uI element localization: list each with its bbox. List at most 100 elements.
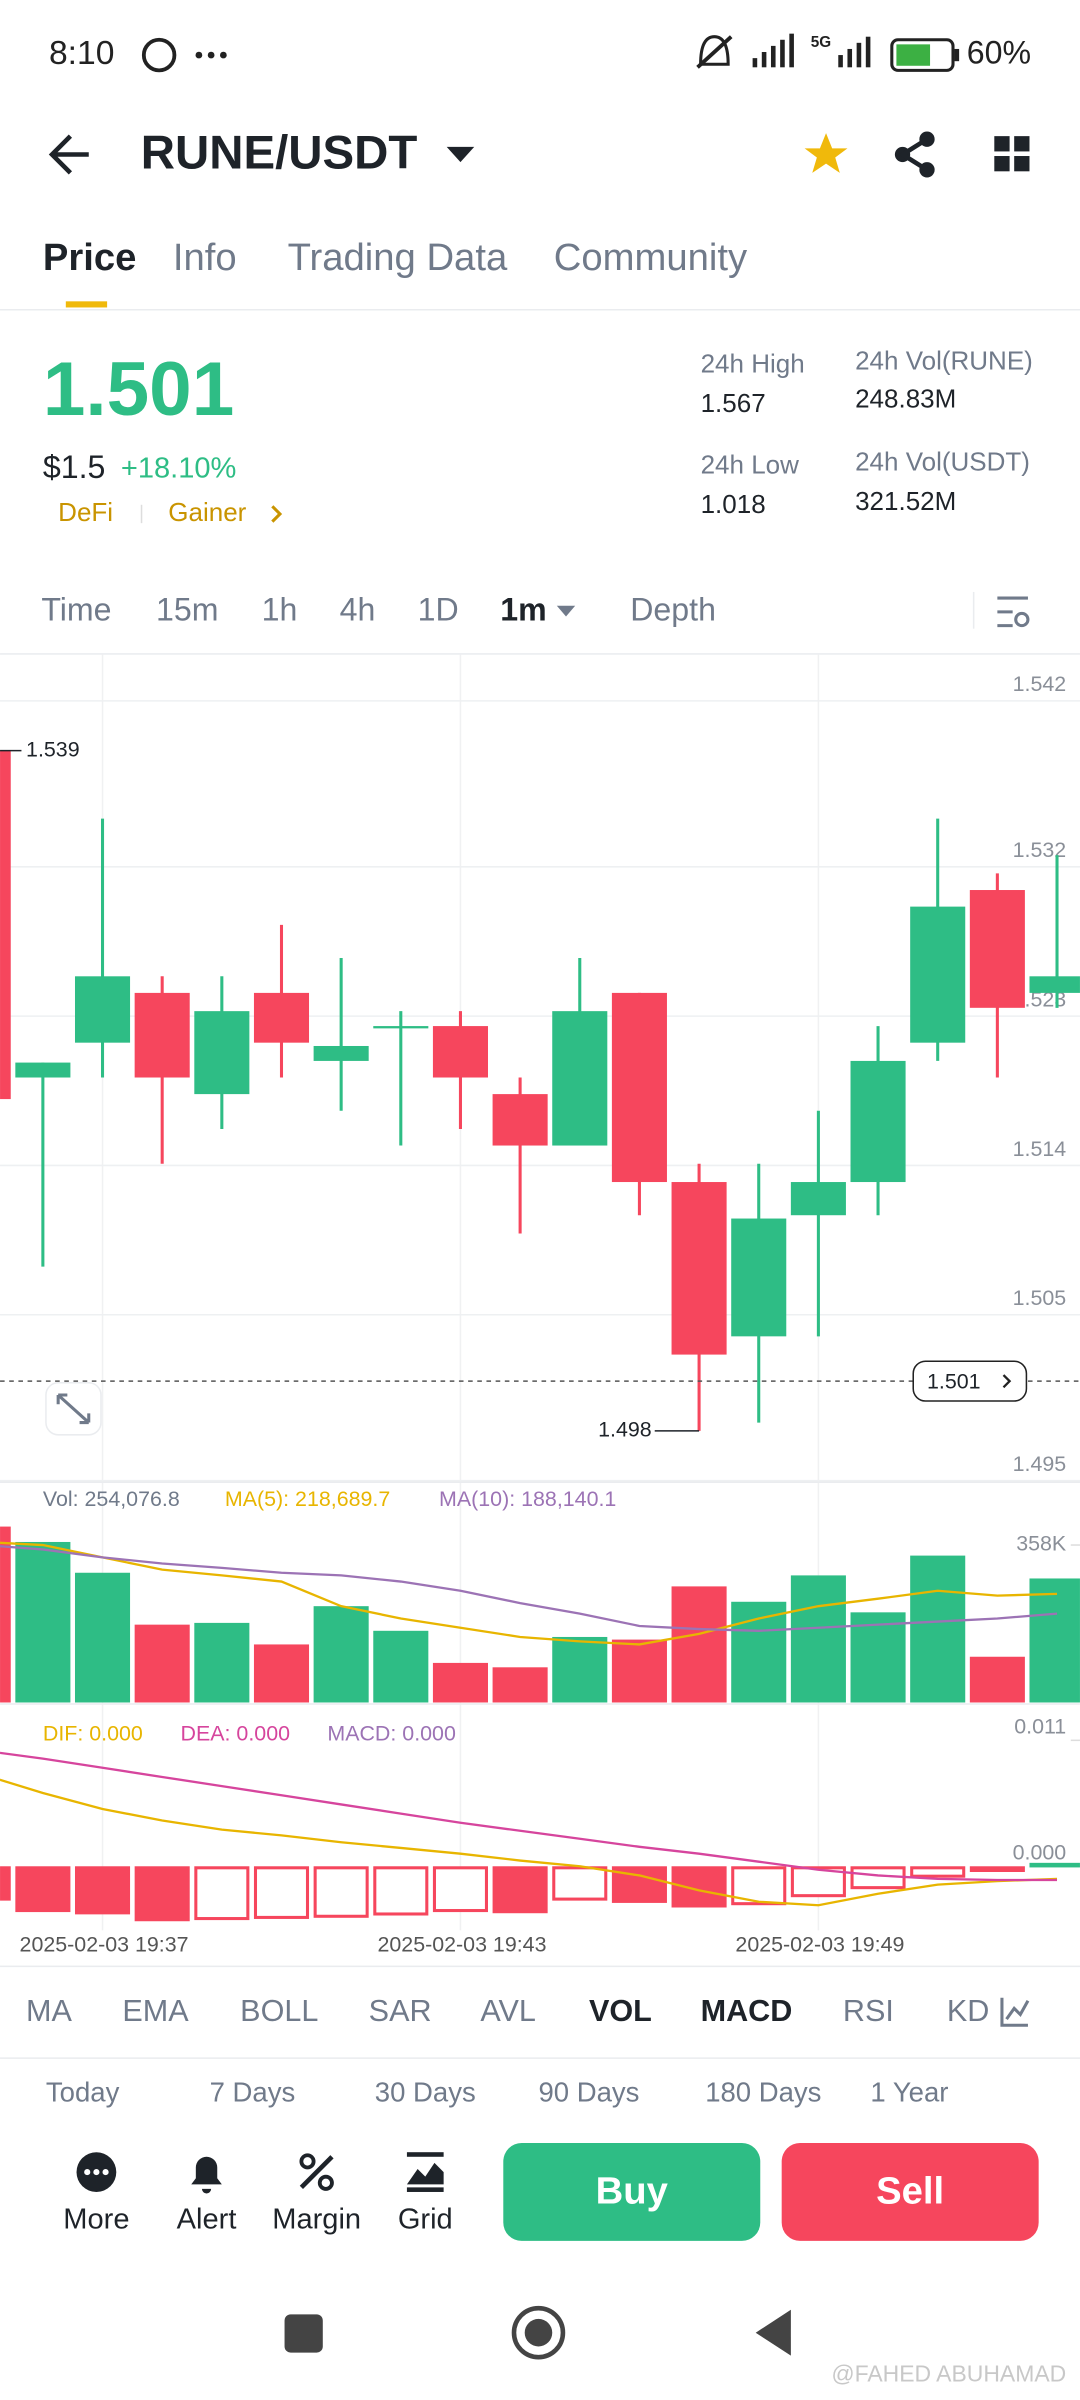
ma-line: [0, 1541, 1058, 1646]
y-tick-label: 0.000: [1013, 1841, 1067, 1865]
candle-body: [194, 1011, 250, 1095]
tag[interactable]: Gainer: [168, 497, 246, 527]
candle-body: [850, 1060, 906, 1183]
indicator[interactable]: VOL: [589, 1994, 652, 2028]
macd-bar: [969, 1866, 1025, 1872]
chart-settings[interactable]: [997, 596, 1030, 628]
volume-bar: [432, 1662, 488, 1703]
buy-label[interactable]: Buy: [596, 2170, 669, 2213]
nav-home[interactable]: [511, 2305, 566, 2360]
icon-shape: [102, 2169, 109, 2176]
stat-label: 24h High: [701, 348, 805, 378]
candle-body: [552, 1011, 608, 1146]
volume-bar: [552, 1636, 608, 1703]
x-tick-label: 2025-02-03 19:49: [735, 1932, 904, 1956]
indicator[interactable]: KD: [947, 1994, 989, 2028]
macd-bar: [552, 1866, 608, 1901]
tab-indicator: [65, 301, 108, 308]
interval[interactable]: Time: [41, 591, 111, 627]
tab[interactable]: Price: [43, 236, 137, 279]
tab[interactable]: Community: [554, 236, 748, 279]
sell-button[interactable]: [781, 2143, 1039, 2241]
period[interactable]: 30 Days: [375, 2076, 476, 2107]
favorite-star[interactable]: [804, 133, 848, 173]
x-tick-label: 2025-02-03 19:37: [20, 1932, 189, 1956]
volume-bar: [671, 1586, 727, 1703]
sell-label[interactable]: Sell: [876, 2170, 944, 2213]
candles: [0, 750, 1080, 1431]
stat-label: 24h Vol(RUNE): [855, 345, 1033, 375]
expand-button[interactable]: [45, 1382, 102, 1436]
legend-item: DEA: 0.000: [181, 1721, 291, 1745]
macd-bar: [671, 1866, 727, 1908]
action-label[interactable]: Margin: [272, 2204, 361, 2236]
candle-body: [74, 976, 131, 1043]
candle-body: [611, 992, 667, 1183]
indicator-settings[interactable]: [1000, 1997, 1030, 2027]
stat-value: 1.018: [701, 489, 766, 519]
action-icon[interactable]: [76, 2152, 117, 2192]
indicator[interactable]: MACD: [701, 1994, 793, 2028]
volume-bar: [313, 1606, 369, 1703]
indicator[interactable]: RSI: [843, 1994, 894, 2028]
share-button[interactable]: [894, 131, 935, 178]
indicator[interactable]: SAR: [369, 1994, 432, 2028]
volume-bar: [134, 1624, 190, 1703]
volume-bar: [910, 1555, 966, 1703]
indicator[interactable]: AVL: [480, 1994, 536, 2028]
legend-item: MA(5): 218,689.7: [225, 1487, 390, 1511]
volume-bar: [0, 1526, 11, 1703]
interval-dropdown[interactable]: [556, 605, 576, 617]
whatsapp-icon: [141, 37, 177, 73]
interval[interactable]: 4h: [340, 591, 376, 627]
volume-bar: [790, 1575, 846, 1703]
volume-bar: [969, 1656, 1025, 1703]
interval[interactable]: 15m: [156, 591, 218, 627]
last-price-arrow: [1002, 1374, 1012, 1389]
period[interactable]: 90 Days: [538, 2076, 639, 2107]
candle-body: [1029, 976, 1080, 993]
action-icon[interactable]: [406, 2152, 444, 2192]
divider: [0, 653, 1080, 655]
legend-item: MACD: 0.000: [327, 1721, 456, 1745]
indicator[interactable]: MA: [26, 1994, 72, 2028]
action-icon[interactable]: [191, 2156, 222, 2194]
divider: [0, 308, 1080, 311]
period[interactable]: 1 Year: [870, 2076, 948, 2107]
back-button[interactable]: [48, 134, 89, 175]
icon-shape: [317, 2174, 334, 2191]
pair-title[interactable]: RUNE/USDT: [141, 127, 418, 180]
status-time: 8:10: [49, 35, 114, 72]
tab[interactable]: Trading Data: [288, 236, 508, 279]
action-label[interactable]: Alert: [177, 2204, 237, 2236]
buy-button[interactable]: [503, 2143, 761, 2241]
action-icon[interactable]: [299, 2153, 334, 2191]
action-label[interactable]: Grid: [398, 2204, 453, 2236]
price-change: +18.10%: [121, 452, 236, 484]
indicator[interactable]: BOLL: [240, 1994, 318, 2028]
indicator[interactable]: EMA: [122, 1994, 189, 2028]
stat-label: 24h Low: [701, 449, 800, 479]
nav-recents[interactable]: [284, 2314, 323, 2353]
interval[interactable]: Depth: [630, 591, 716, 627]
tag[interactable]: DeFi: [58, 497, 113, 527]
ma-line: [0, 1545, 1058, 1632]
tab[interactable]: Info: [173, 236, 237, 279]
period[interactable]: 7 Days: [210, 2076, 296, 2107]
pair-dropdown[interactable]: [446, 146, 475, 163]
nav-back[interactable]: [755, 2309, 791, 2356]
interval[interactable]: 1D: [418, 591, 459, 627]
period[interactable]: 180 Days: [705, 2076, 821, 2107]
candle-body: [253, 992, 310, 1043]
action-label[interactable]: More: [63, 2204, 129, 2236]
volume-bar: [15, 1541, 71, 1703]
macd-bar: [134, 1866, 190, 1922]
layout-button[interactable]: [994, 136, 1030, 172]
interval[interactable]: 1h: [262, 591, 298, 627]
interval[interactable]: 1m: [500, 591, 546, 627]
macd-bar: [850, 1866, 906, 1890]
period[interactable]: Today: [46, 2076, 120, 2107]
y-tick-label: 1.542: [1013, 672, 1067, 696]
candle-body: [15, 1062, 71, 1078]
